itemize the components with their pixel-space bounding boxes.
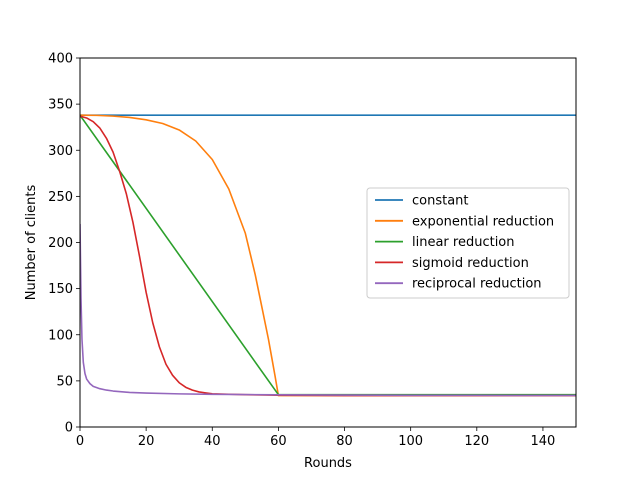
x-tick-label-1: 20 xyxy=(138,434,155,449)
y-axis-label: Number of clients xyxy=(24,185,39,301)
x-axis-label: Rounds xyxy=(304,456,352,471)
legend-entry-3: sigmoid reduction xyxy=(412,256,529,271)
legend-entry-4: reciprocal reduction xyxy=(412,277,542,292)
y-tick-label-6: 300 xyxy=(48,144,73,159)
x-tick-label-6: 120 xyxy=(464,434,489,449)
x-tick-label-5: 100 xyxy=(398,434,423,449)
legend-entry-1: exponential reduction xyxy=(412,214,554,229)
y-tick-label-3: 150 xyxy=(48,282,73,297)
y-axis: 0 50 100 150 200 250 300 350 400 xyxy=(48,52,80,436)
x-tick-label-3: 60 xyxy=(270,434,287,449)
x-tick-label-2: 40 xyxy=(204,434,221,449)
legend-box xyxy=(366,187,570,299)
y-tick-label-8: 400 xyxy=(48,52,73,67)
legend-entry-0: constant xyxy=(412,194,469,209)
x-axis: 0 20 40 60 80 100 120 140 xyxy=(76,427,555,449)
y-tick-label-4: 200 xyxy=(48,236,73,251)
legend: constant exponential reduction linear redu… xyxy=(366,187,570,299)
x-tick-label-4: 80 xyxy=(336,434,353,449)
x-tick-label-0: 0 xyxy=(76,434,84,449)
y-tick-label-0: 0 xyxy=(65,421,73,436)
y-tick-label-5: 250 xyxy=(48,190,73,205)
series-line-4 xyxy=(80,224,576,397)
y-tick-label-7: 350 xyxy=(48,98,73,113)
legend-entry-2: linear reduction xyxy=(412,235,515,250)
series-layer xyxy=(80,114,576,397)
x-tick-label-7: 140 xyxy=(531,434,556,449)
y-tick-label-2: 100 xyxy=(48,328,73,343)
y-tick-label-1: 50 xyxy=(56,374,73,389)
